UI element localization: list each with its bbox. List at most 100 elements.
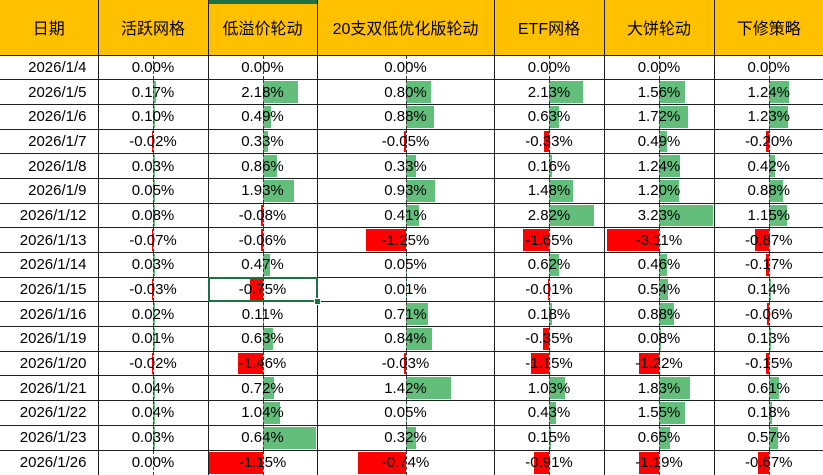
date-cell[interactable]: 2026/1/8 (0, 153, 99, 179)
value-cell[interactable]: 0.14% (713, 276, 823, 303)
value-cell[interactable]: -3.11% (603, 227, 715, 253)
value-cell[interactable]: 0.49% (603, 128, 715, 155)
value-cell[interactable]: 1.48% (493, 177, 605, 204)
value-cell[interactable]: 0.00% (493, 54, 605, 81)
value-cell[interactable]: 0.71% (316, 301, 495, 328)
value-cell[interactable]: 0.02% (97, 301, 209, 328)
value-cell[interactable]: 0.57% (713, 424, 823, 451)
date-cell[interactable]: 2026/1/20 (0, 350, 99, 377)
value-cell[interactable]: 0.00% (97, 449, 209, 475)
value-cell[interactable]: 0.61% (713, 375, 823, 402)
value-cell[interactable]: -0.74% (316, 449, 495, 475)
value-cell[interactable]: 0.88% (603, 301, 715, 328)
value-cell[interactable]: 3.23% (603, 202, 715, 229)
value-cell[interactable]: 0.05% (316, 252, 495, 278)
value-cell[interactable]: 0.65% (603, 424, 715, 451)
value-cell[interactable]: 0.64% (207, 424, 318, 451)
value-cell[interactable]: -0.02% (97, 350, 209, 377)
value-cell[interactable]: 0.32% (316, 424, 495, 451)
value-cell[interactable]: -0.06% (207, 227, 318, 253)
value-cell[interactable]: -1.25% (316, 227, 495, 253)
value-cell[interactable]: 0.05% (97, 177, 209, 204)
value-cell[interactable]: -0.15% (713, 350, 823, 377)
value-cell[interactable]: 0.33% (207, 128, 318, 155)
value-cell[interactable]: 0.13% (713, 326, 823, 352)
value-cell[interactable]: 0.03% (97, 153, 209, 179)
value-cell[interactable]: 0.93% (316, 177, 495, 204)
value-cell[interactable]: 0.47% (207, 252, 318, 278)
value-cell[interactable]: 0.63% (207, 326, 318, 352)
value-cell[interactable]: 1.24% (713, 79, 823, 105)
value-cell[interactable]: -0.17% (713, 252, 823, 278)
date-cell[interactable]: 2026/1/19 (0, 326, 99, 352)
value-cell[interactable]: -0.01% (493, 276, 605, 303)
date-cell[interactable]: 2026/1/16 (0, 301, 99, 328)
value-cell[interactable]: 0.00% (97, 54, 209, 81)
value-cell[interactable]: 1.55% (603, 400, 715, 426)
value-cell[interactable]: -1.22% (603, 350, 715, 377)
value-cell[interactable]: 0.03% (97, 252, 209, 278)
value-cell[interactable]: 2.82% (493, 202, 605, 229)
date-cell[interactable]: 2026/1/13 (0, 227, 99, 253)
value-cell[interactable]: -0.05% (316, 128, 495, 155)
date-cell[interactable]: 2026/1/23 (0, 424, 99, 451)
value-cell[interactable]: 0.49% (207, 103, 318, 130)
date-cell[interactable]: 2026/1/9 (0, 177, 99, 204)
date-cell[interactable]: 2026/1/12 (0, 202, 99, 229)
value-cell[interactable]: 0.18% (493, 301, 605, 328)
value-cell[interactable]: -1.15% (493, 350, 605, 377)
value-cell[interactable]: 0.46% (603, 252, 715, 278)
col-header-big-pie-rotation[interactable]: 大饼轮动 (603, 0, 715, 56)
value-cell[interactable]: -0.67% (713, 449, 823, 475)
value-cell[interactable]: 0.54% (603, 276, 715, 303)
date-cell[interactable]: 2026/1/26 (0, 449, 99, 475)
value-cell[interactable]: -1.46% (207, 350, 318, 377)
value-cell[interactable]: 1.83% (603, 375, 715, 402)
value-cell[interactable]: -0.91% (493, 449, 605, 475)
value-cell[interactable]: 1.04% (207, 400, 318, 426)
value-cell[interactable]: 0.10% (97, 103, 209, 130)
value-cell[interactable]: -0.35% (493, 326, 605, 352)
value-cell[interactable]: 1.42% (316, 375, 495, 402)
value-cell[interactable]: 0.03% (97, 424, 209, 451)
date-cell[interactable]: 2026/1/15 (0, 276, 99, 303)
value-cell[interactable]: 0.63% (493, 103, 605, 130)
value-cell[interactable]: 1.03% (493, 375, 605, 402)
value-cell[interactable]: 0.72% (207, 375, 318, 402)
value-cell[interactable]: 0.88% (713, 177, 823, 204)
value-cell[interactable]: 0.11% (207, 301, 318, 328)
value-cell[interactable]: -0.33% (493, 128, 605, 155)
date-cell[interactable]: 2026/1/21 (0, 375, 99, 402)
value-cell[interactable]: 0.00% (316, 54, 495, 81)
value-cell[interactable]: 0.84% (316, 326, 495, 352)
value-cell[interactable]: -1.19% (603, 449, 715, 475)
selected-cell[interactable]: -0.75% (207, 276, 321, 306)
date-cell[interactable]: 2026/1/4 (0, 54, 99, 81)
col-header-etf-grid[interactable]: ETF网格 (493, 0, 605, 56)
col-header-top20-double-low-optimized-rotation[interactable]: 20支双低优化版轮动 (316, 0, 495, 56)
date-cell[interactable]: 2026/1/14 (0, 252, 99, 278)
value-cell[interactable]: 0.18% (713, 400, 823, 426)
value-cell[interactable]: -0.03% (316, 350, 495, 377)
value-cell[interactable]: -1.15% (207, 449, 318, 475)
value-cell[interactable]: 0.00% (713, 54, 823, 81)
value-cell[interactable]: 1.56% (603, 79, 715, 105)
value-cell[interactable]: 0.17% (97, 79, 209, 105)
value-cell[interactable]: -0.87% (713, 227, 823, 253)
value-cell[interactable]: 0.80% (316, 79, 495, 105)
col-header-low-premium-rotation[interactable]: 低溢价轮动 (207, 0, 318, 56)
value-cell[interactable]: 0.88% (316, 103, 495, 130)
value-cell[interactable]: 0.08% (97, 202, 209, 229)
date-cell[interactable]: 2026/1/22 (0, 400, 99, 426)
value-cell[interactable]: -0.03% (97, 276, 209, 303)
value-cell[interactable]: 1.72% (603, 103, 715, 130)
col-header-active-grid[interactable]: 活跃网格 (97, 0, 209, 56)
value-cell[interactable]: 0.33% (316, 153, 495, 179)
value-cell[interactable]: 0.04% (97, 375, 209, 402)
col-header-downward-revision-strategy[interactable]: 下修策略 (713, 0, 823, 56)
value-cell[interactable]: 0.00% (603, 54, 715, 81)
date-cell[interactable]: 2026/1/7 (0, 128, 99, 155)
value-cell[interactable]: 0.01% (97, 326, 209, 352)
value-cell[interactable]: 1.93% (207, 177, 318, 204)
value-cell[interactable]: 2.18% (207, 79, 318, 105)
